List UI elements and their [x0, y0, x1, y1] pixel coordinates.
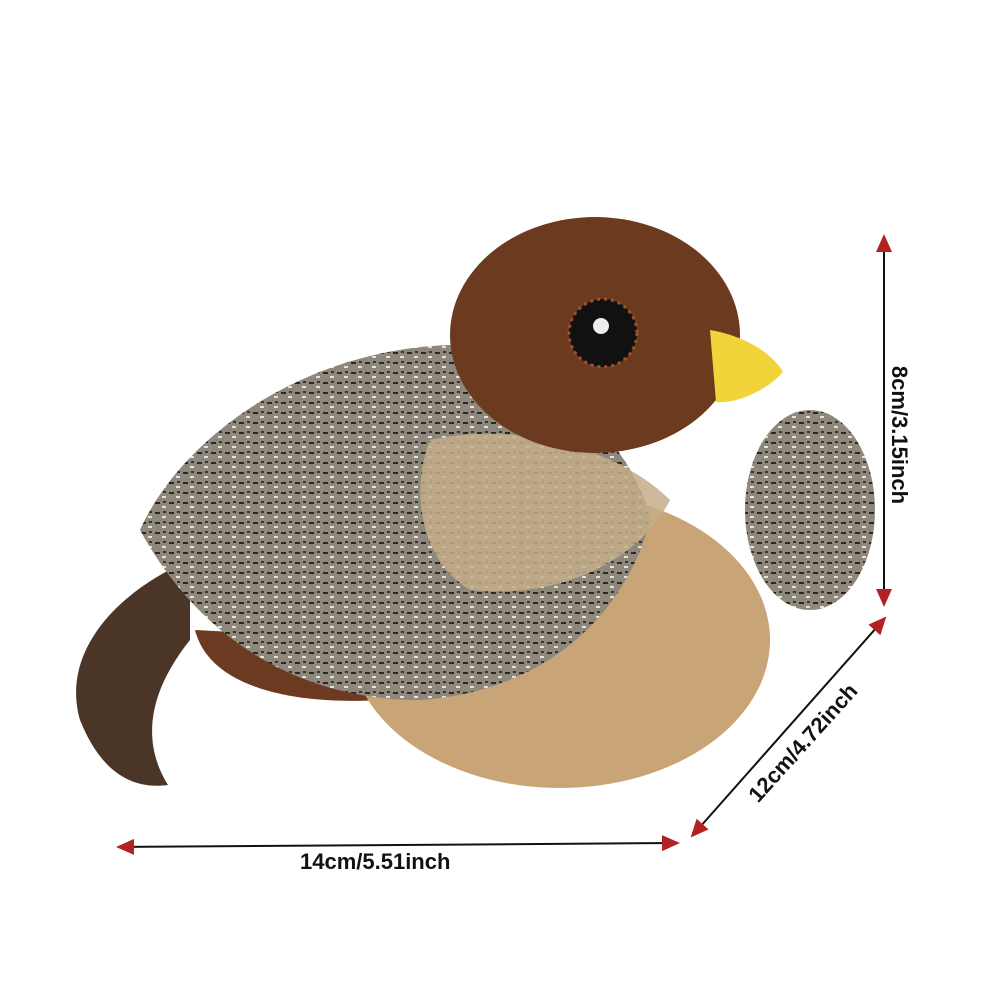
width-arrow	[116, 835, 680, 855]
chest-fluff	[420, 433, 670, 592]
tail-feathers	[76, 560, 190, 786]
right-wing	[745, 410, 875, 610]
eye-highlight	[593, 318, 609, 334]
plush-bird-toy-icon	[76, 217, 875, 788]
height-label: 8cm/3.15inch	[887, 365, 913, 505]
depth-arrow	[690, 616, 887, 838]
width-label: 14cm/5.51inch	[300, 849, 451, 874]
beak	[710, 330, 783, 403]
